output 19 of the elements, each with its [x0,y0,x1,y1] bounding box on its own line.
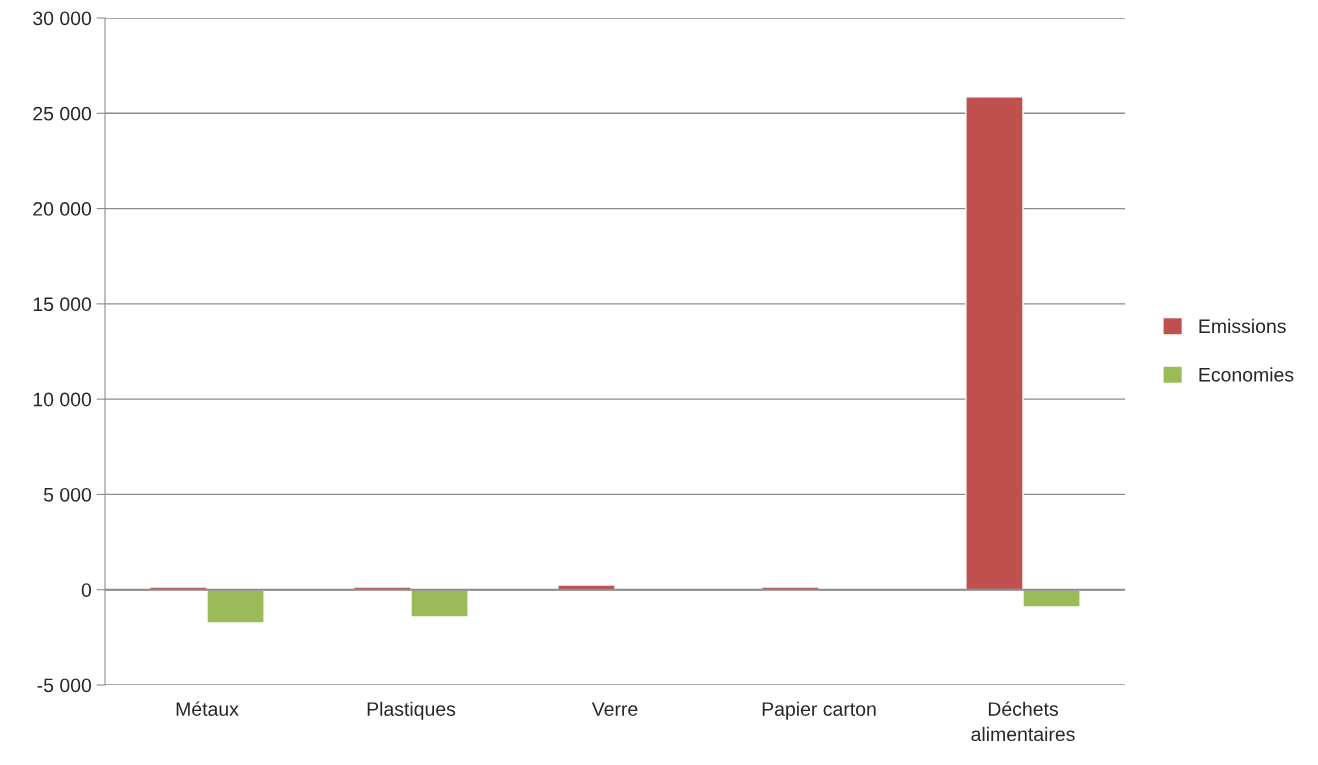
y-tick-label: 10 000 [33,392,92,407]
y-tick-label: -5 000 [37,678,92,693]
y-tick-label: 0 [81,583,92,597]
y-tick-label: 30 000 [33,11,92,26]
y-tick-label: 15 000 [33,297,92,312]
x-tick-label: Métaux [176,701,239,716]
x-tick-label: Papier carton [762,701,876,720]
bar [206,589,265,624]
legend-label: Emissions [1199,318,1286,334]
bar [410,589,469,618]
x-tick-label: Déchets alimentaires [971,701,1075,742]
bar [965,96,1024,591]
x-tick-label: Plastiques [367,701,456,720]
bar [1022,589,1081,608]
y-tick-label: 5 000 [43,487,92,502]
y-tick-label: 25 000 [33,106,92,121]
x-tick-label: Verre [591,702,638,716]
legend-label: Economies [1199,367,1294,382]
y-tick-label: 20 000 [33,202,92,216]
